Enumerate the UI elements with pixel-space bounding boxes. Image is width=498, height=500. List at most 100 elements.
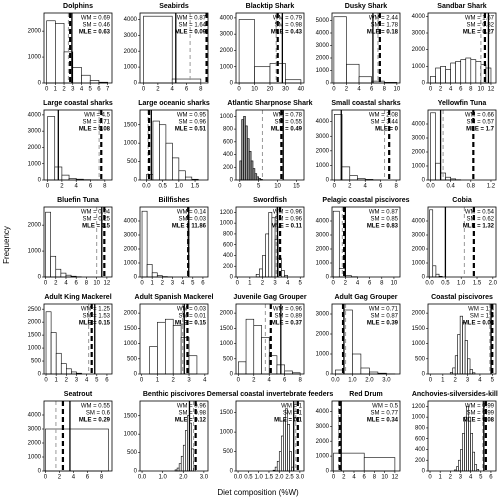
bar	[445, 176, 451, 181]
x-tick-label: 2	[172, 378, 176, 384]
stat-label: SM = 0.85	[370, 217, 398, 223]
x-tick-label: 4	[85, 378, 89, 384]
stat-label: SM = 0.87	[370, 314, 398, 320]
x-tick-label: 4	[80, 87, 84, 93]
bar	[238, 361, 247, 375]
bar	[432, 265, 437, 278]
y-tick-label: 0	[38, 178, 42, 184]
y-tick-label: 1000	[412, 261, 426, 267]
stat-label: WM = 0.79	[273, 16, 303, 22]
stat-label: WM = 2.08	[369, 113, 399, 119]
plot-frame	[427, 206, 497, 278]
x-tick-label: 2	[60, 184, 64, 190]
stat-label: MLE = 0.08	[79, 127, 111, 133]
y-tick-label: 2000	[316, 247, 330, 253]
x-tick-label: 8	[298, 378, 302, 384]
x-tick-label: 0.0	[426, 184, 435, 190]
x-tick-label: 1	[156, 378, 160, 384]
panel-title: Large coastal sharks	[43, 100, 113, 107]
bar	[265, 233, 270, 278]
stat-label: MLE = 0.49	[271, 127, 303, 133]
stat-label: WM = 0.87	[177, 16, 207, 22]
y-tick-label: 4000	[220, 15, 234, 21]
y-tick-label: 2000	[220, 311, 234, 317]
x-tick-label: 0	[44, 281, 48, 287]
x-tick-label: 0.0	[234, 475, 243, 481]
y-tick-label: 1000	[316, 454, 330, 460]
y-tick-label: 2000	[124, 49, 138, 55]
y-tick-label: 2000	[412, 47, 426, 53]
stat-label: WM = 1.4	[468, 307, 495, 313]
y-tick-label: 2500	[28, 307, 42, 313]
y-tick-label: 400	[223, 253, 234, 259]
bar	[454, 355, 458, 375]
y-tick-label: 500	[223, 356, 234, 362]
y-tick-label: 1000	[28, 346, 42, 352]
bar	[452, 367, 456, 375]
panel-title: Sandbar Shark	[437, 3, 487, 10]
plot-frame	[427, 303, 497, 375]
stat-label: SM = 0.25	[82, 217, 110, 223]
y-tick-label: 3000	[412, 31, 426, 37]
x-tick-label: 1	[248, 281, 252, 287]
stat-label: WM = 0.14	[177, 210, 207, 216]
y-tick-label: 1000	[124, 261, 138, 267]
y-tick-label: 1000	[28, 161, 42, 167]
panel-title: Cobia	[452, 197, 472, 204]
x-tick-label: 6	[370, 87, 374, 93]
stat-label: WM = 1.67	[465, 16, 495, 22]
stat-label: SM = 0.03	[178, 217, 206, 223]
x-tick-label: 1.0	[158, 475, 167, 481]
x-tick-label: 3	[71, 87, 75, 93]
panel-title: Large oceanic sharks	[138, 100, 210, 107]
stat-label: MLE = 0.27	[463, 30, 495, 36]
x-tick-label: 6	[363, 475, 367, 481]
bar	[458, 459, 461, 472]
x-tick-label: 5	[95, 378, 99, 384]
x-tick-label: 2	[65, 378, 69, 384]
x-tick-label: 2	[156, 87, 160, 93]
y-tick-label: 600	[223, 139, 234, 145]
y-tick-label: 3000	[124, 33, 138, 39]
stat-label: SM = 0.6	[86, 411, 111, 417]
y-tick-label: 4000	[316, 409, 330, 415]
x-tick-label: 3.0	[200, 475, 209, 481]
x-tick-label: 5	[491, 378, 495, 384]
stat-label: SM = 0.96	[178, 120, 206, 126]
x-tick-label: 1.0	[348, 378, 357, 384]
stat-label: MLE = 0.11	[271, 224, 303, 230]
bar	[360, 367, 370, 375]
y-axis-label: Frequency	[2, 226, 11, 264]
stat-label: WM = 0.78	[273, 113, 303, 119]
x-tick-label: 1	[439, 475, 443, 481]
y-tick-label: 5000	[316, 18, 330, 24]
x-tick-label: 1	[151, 281, 155, 287]
stat-label: SM = 1.78	[370, 23, 398, 29]
x-tick-label: 0	[142, 87, 146, 93]
y-tick-label: 0	[326, 275, 330, 281]
y-tick-label: 200	[223, 165, 234, 171]
y-tick-label: 3000	[220, 32, 234, 38]
x-tick-label: 4	[469, 475, 473, 481]
x-tick-label: 1.0	[254, 475, 263, 481]
bar	[143, 15, 173, 84]
x-tick-label: 0.0	[331, 378, 340, 384]
panel-title: Bluefin Tuna	[57, 197, 99, 204]
stat-label: MLE = 0.37	[271, 321, 303, 327]
x-tick-label: 0	[333, 184, 337, 190]
y-tick-label: 1200	[220, 210, 234, 216]
bar	[165, 318, 174, 375]
stat-label: SM = 0.01	[178, 314, 206, 320]
x-tick-label: 0	[332, 475, 336, 481]
stat-label: MLE = 0.09	[175, 30, 207, 36]
x-tick-label: 0.5	[158, 184, 167, 190]
y-tick-label: 2000	[28, 441, 42, 447]
y-tick-label: 3000	[316, 233, 330, 239]
stat-label: WM = 0.69	[81, 16, 111, 22]
x-tick-label: 1.5	[191, 184, 200, 190]
stat-label: MLE = 0.63	[79, 30, 111, 36]
y-tick-label: 1000	[124, 141, 138, 147]
panel-title: Adult Spanish Mackerel	[135, 294, 214, 301]
y-tick-label: 4000	[412, 122, 426, 128]
y-tick-label: 800	[415, 426, 426, 432]
